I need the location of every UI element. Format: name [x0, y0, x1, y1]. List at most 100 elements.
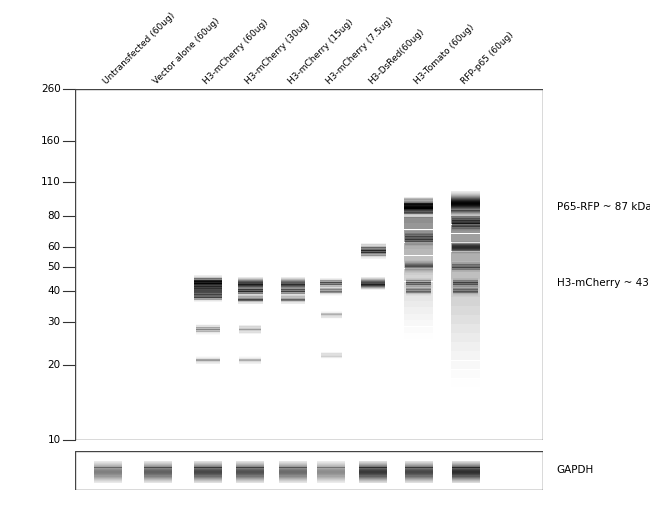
Bar — [452, 467, 480, 468]
Bar — [406, 285, 432, 286]
Bar — [236, 468, 265, 470]
Bar — [405, 261, 433, 262]
Bar — [281, 298, 305, 299]
Text: 260: 260 — [41, 84, 60, 94]
Bar — [405, 472, 433, 473]
Bar — [405, 464, 433, 465]
Bar — [320, 289, 343, 290]
Bar — [451, 234, 480, 243]
Bar — [405, 463, 433, 464]
Bar — [236, 464, 265, 465]
Bar — [405, 466, 433, 467]
Bar — [94, 477, 122, 478]
Bar — [406, 284, 432, 285]
Bar — [236, 471, 265, 472]
Bar — [94, 461, 122, 462]
Bar — [196, 326, 220, 327]
Bar — [281, 286, 305, 287]
Bar — [452, 261, 480, 262]
Bar — [361, 281, 385, 282]
Bar — [194, 279, 222, 280]
Bar — [404, 256, 434, 262]
Bar — [405, 241, 433, 242]
Bar — [194, 290, 222, 291]
Text: Vector alone (60ug): Vector alone (60ug) — [151, 17, 222, 86]
Bar — [405, 260, 433, 261]
Bar — [452, 227, 480, 228]
Bar — [451, 315, 480, 324]
Bar — [453, 281, 478, 282]
Bar — [281, 302, 305, 303]
Bar — [194, 461, 222, 462]
Text: 50: 50 — [47, 261, 60, 272]
Bar — [281, 280, 305, 281]
Bar — [451, 343, 480, 351]
Bar — [279, 482, 307, 484]
Bar — [239, 333, 261, 334]
Bar — [238, 286, 263, 287]
Bar — [320, 281, 343, 282]
Bar — [238, 300, 263, 301]
Bar — [281, 290, 305, 291]
Bar — [359, 463, 387, 464]
Bar — [405, 461, 433, 462]
Bar — [404, 201, 434, 202]
Bar — [320, 287, 343, 288]
Bar — [94, 475, 122, 477]
Bar — [406, 286, 432, 287]
Bar — [320, 279, 343, 280]
Bar — [94, 472, 122, 473]
Bar — [406, 279, 432, 280]
Bar — [317, 461, 345, 462]
Bar — [239, 330, 261, 331]
Bar — [361, 280, 385, 281]
Bar — [452, 225, 480, 226]
Bar — [238, 303, 263, 304]
Bar — [320, 288, 343, 289]
Bar — [406, 287, 432, 288]
Bar — [144, 481, 172, 482]
Bar — [236, 472, 265, 473]
Bar — [281, 291, 305, 292]
Bar — [236, 477, 265, 478]
Bar — [451, 215, 480, 216]
Bar — [238, 294, 263, 295]
Bar — [451, 213, 480, 215]
Bar — [361, 288, 385, 289]
Bar — [405, 263, 433, 264]
Bar — [451, 203, 480, 204]
Bar — [238, 288, 263, 289]
Bar — [361, 282, 385, 283]
Bar — [320, 294, 343, 295]
Bar — [452, 473, 480, 474]
Bar — [238, 285, 263, 286]
Bar — [281, 301, 305, 302]
Bar — [451, 194, 480, 195]
Bar — [405, 233, 433, 234]
Bar — [404, 199, 434, 201]
Bar — [451, 352, 480, 360]
Bar — [406, 283, 432, 284]
Bar — [281, 285, 305, 286]
Bar — [281, 286, 305, 287]
Bar — [281, 287, 305, 288]
Bar — [194, 282, 222, 283]
Text: RFP-p65 (60ug): RFP-p65 (60ug) — [459, 31, 515, 86]
Bar — [194, 297, 222, 298]
Bar — [453, 278, 478, 279]
Bar — [239, 333, 261, 334]
Bar — [361, 246, 385, 247]
Bar — [194, 286, 222, 287]
Bar — [196, 327, 220, 328]
Bar — [359, 473, 387, 474]
Bar — [236, 480, 265, 481]
Text: Untransfected (60ug): Untransfected (60ug) — [102, 12, 177, 86]
Bar — [452, 227, 480, 228]
Bar — [281, 299, 305, 300]
Bar — [194, 296, 222, 297]
Bar — [236, 470, 265, 471]
Bar — [453, 289, 478, 290]
Bar — [194, 293, 222, 294]
Bar — [361, 252, 385, 253]
Bar — [451, 216, 480, 224]
